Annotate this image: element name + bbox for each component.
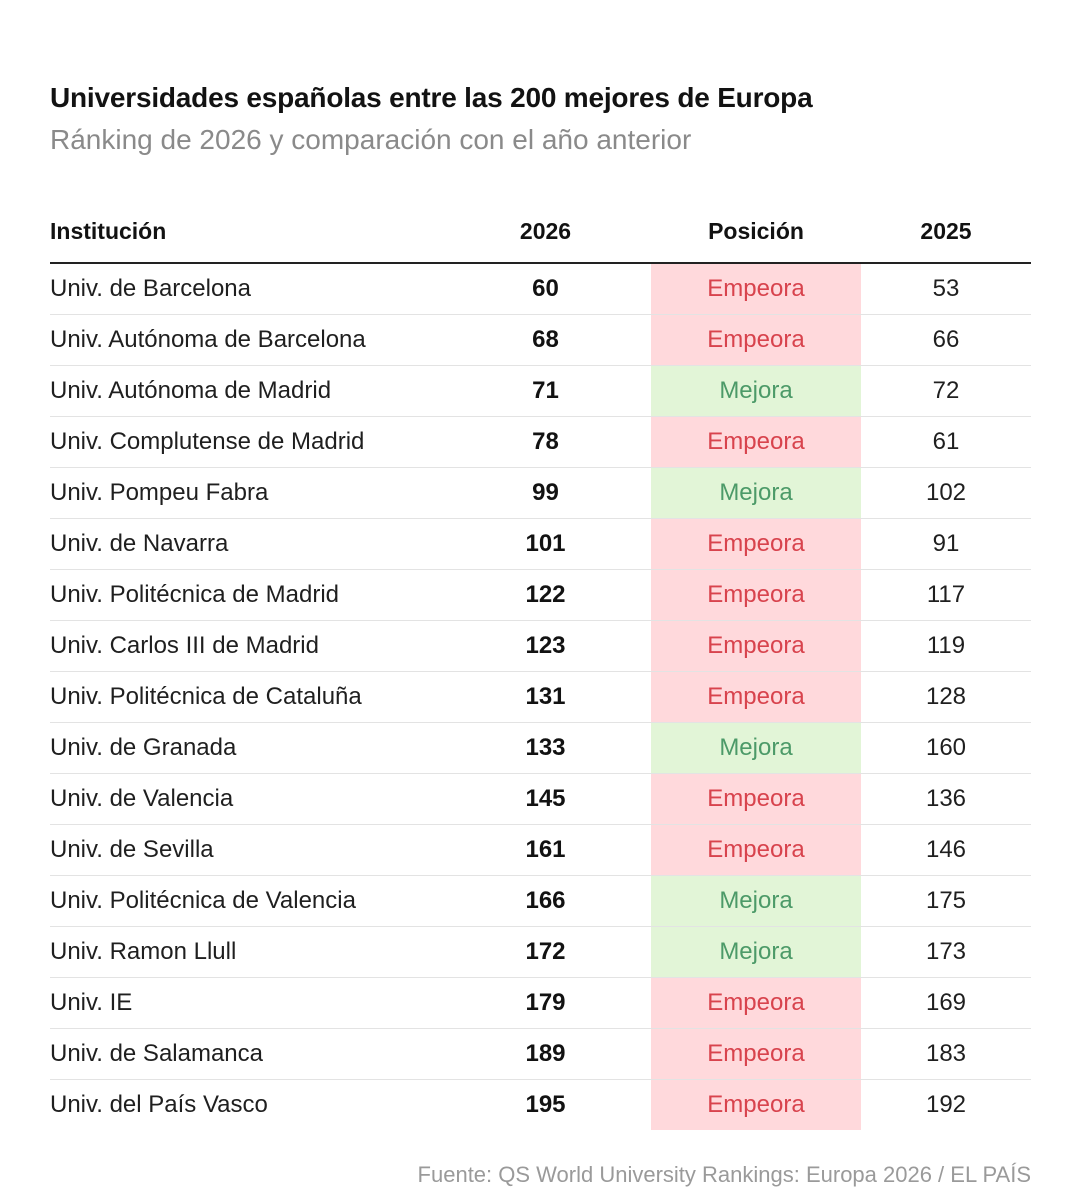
position-cell: Empeora bbox=[651, 824, 861, 876]
position-cell: Mejora bbox=[651, 875, 861, 927]
table-row: Univ. Politécnica de Cataluña 131 Empeora 1… bbox=[50, 671, 1031, 723]
column-header-2025: 2025 bbox=[861, 200, 1031, 264]
institution-cell: Univ. de Salamanca bbox=[50, 1028, 440, 1080]
rank-2026-cell: 60 bbox=[440, 263, 651, 315]
position-cell: Empeora bbox=[651, 416, 861, 468]
ranking-table: Institución 2026 Posición 2025 Univ. de … bbox=[50, 200, 1031, 1130]
position-cell: Empeora bbox=[651, 620, 861, 672]
rank-2025-cell: 183 bbox=[861, 1028, 1031, 1080]
institution-cell: Univ. de Barcelona bbox=[50, 263, 440, 315]
rank-2025-cell: 192 bbox=[925, 1091, 967, 1118]
rank-2026-cell: 78 bbox=[440, 416, 651, 468]
institution-cell: Univ. de Granada bbox=[50, 722, 440, 774]
institution-cell: Univ. de Sevilla bbox=[50, 824, 440, 876]
table-row: Univ. de Navarra 101 Empeora 91 bbox=[50, 518, 1031, 570]
source-note: Fuente: QS World University Rankings: Eu… bbox=[417, 1162, 1031, 1187]
position-cell: Empeora bbox=[651, 263, 861, 315]
rank-2026-cell: 166 bbox=[440, 875, 651, 927]
table-row: Univ. de Salamanca 189 Empeora 183 bbox=[50, 1028, 1031, 1080]
institution-cell: Univ. Autónoma de Madrid bbox=[50, 365, 440, 417]
rank-2025-cell: 146 bbox=[861, 824, 1031, 876]
rank-2026-cell: 189 bbox=[440, 1028, 651, 1080]
position-cell: Mejora bbox=[651, 365, 861, 417]
rank-2026-cell: 161 bbox=[440, 824, 651, 876]
column-header-institution: Institución bbox=[50, 200, 440, 264]
rank-2025-cell: 175 bbox=[861, 875, 1031, 927]
rank-2026-cell: 101 bbox=[440, 518, 651, 570]
table-row: Univ. de Barcelona 60 Empeora 53 bbox=[50, 263, 1031, 315]
table-row: Univ. Complutense de Madrid 78 Empeora 61 bbox=[50, 416, 1031, 468]
rank-2026-cell: 195 bbox=[525, 1091, 566, 1118]
institution-cell: Univ. Autónoma de Barcelona bbox=[50, 314, 440, 366]
table-header-row: Institución 2026 Posición 2025 bbox=[50, 200, 1031, 264]
rank-2025-cell: 117 bbox=[861, 569, 1031, 621]
rank-2025-cell: 72 bbox=[861, 365, 1031, 417]
position-cell: Empeora bbox=[651, 569, 861, 621]
institution-cell: Univ. de Valencia bbox=[50, 773, 440, 825]
table-row: Univ. IE 179 Empeora 169 bbox=[50, 977, 1031, 1029]
table-row: Univ. Carlos III de Madrid 123 Empeora 119 bbox=[50, 620, 1031, 672]
position-cell: Empeora bbox=[651, 977, 861, 1029]
position-cell: Mejora bbox=[651, 926, 861, 978]
table-row: Univ. de Valencia 145 Empeora 136 bbox=[50, 773, 1031, 825]
table-row: Univ. de Sevilla 161 Empeora 146 bbox=[50, 824, 1031, 876]
institution-cell: Univ. Politécnica de Valencia bbox=[50, 875, 440, 927]
position-cell: Empeora bbox=[651, 518, 861, 570]
position-cell: Empeora bbox=[651, 671, 861, 723]
institution-cell: Univ. Carlos III de Madrid bbox=[50, 620, 440, 672]
rank-2025-cell: 169 bbox=[861, 977, 1031, 1029]
rank-2025-cell: 102 bbox=[861, 467, 1031, 519]
rank-2026-cell: 122 bbox=[440, 569, 651, 621]
table-row: Univ. Autónoma de Barcelona 68 Empeora 66 bbox=[50, 314, 1031, 366]
table-row: Univ. de Granada 133 Mejora 160 bbox=[50, 722, 1031, 774]
rank-2025-cell: 66 bbox=[861, 314, 1031, 366]
table-row: Univ. Politécnica de Valencia 166 Mejora 17… bbox=[50, 875, 1031, 927]
rank-2025-cell: 160 bbox=[861, 722, 1031, 774]
rank-2025-cell: 91 bbox=[861, 518, 1031, 570]
table-row: Univ. del País Vasco 195 Empeora 192 bbox=[50, 1079, 1031, 1130]
position-cell: Empeora bbox=[651, 1079, 861, 1130]
rank-2026-cell: 145 bbox=[440, 773, 651, 825]
institution-cell: Univ. Politécnica de Cataluña bbox=[50, 671, 440, 723]
institution-cell: Univ. Politécnica de Madrid bbox=[50, 569, 440, 621]
position-cell: Empeora bbox=[651, 314, 861, 366]
position-cell: Mejora bbox=[651, 467, 861, 519]
column-header-position: Posición bbox=[651, 200, 861, 264]
institution-cell: Univ. del País Vasco bbox=[50, 1091, 268, 1118]
table-row: Univ. Pompeu Fabra 99 Mejora 102 bbox=[50, 467, 1031, 519]
rank-2026-cell: 99 bbox=[440, 467, 651, 519]
rank-2025-cell: 53 bbox=[861, 263, 1031, 315]
institution-cell: Univ. de Navarra bbox=[50, 518, 440, 570]
position-cell: Empeora bbox=[651, 1028, 861, 1080]
rank-2025-cell: 128 bbox=[861, 671, 1031, 723]
rank-2025-cell: 136 bbox=[861, 773, 1031, 825]
chart-subtitle: Ránking de 2026 y comparación con el año… bbox=[50, 124, 692, 155]
table-row: Univ. Ramon Llull 172 Mejora 173 bbox=[50, 926, 1031, 978]
rank-2025-cell: 173 bbox=[861, 926, 1031, 978]
institution-cell: Univ. Pompeu Fabra bbox=[50, 467, 440, 519]
rank-2025-cell: 61 bbox=[861, 416, 1031, 468]
table-row: Univ. Autónoma de Madrid 71 Mejora 72 bbox=[50, 365, 1031, 417]
rank-2026-cell: 179 bbox=[440, 977, 651, 1029]
rank-2025-cell: 119 bbox=[861, 620, 1031, 672]
rank-2026-cell: 68 bbox=[440, 314, 651, 366]
institution-cell: Univ. Ramon Llull bbox=[50, 926, 440, 978]
rank-2026-cell: 133 bbox=[440, 722, 651, 774]
table-row: Univ. Politécnica de Madrid 122 Empeora 117 bbox=[50, 569, 1031, 621]
rank-2026-cell: 71 bbox=[440, 365, 651, 417]
ranking-table-container: Institución 2026 Posición 2025 Univ. de … bbox=[50, 200, 1031, 1130]
column-header-2026: 2026 bbox=[440, 200, 651, 264]
institution-cell: Univ. Complutense de Madrid bbox=[50, 416, 440, 468]
position-cell: Mejora bbox=[651, 722, 861, 774]
rank-2026-cell: 123 bbox=[440, 620, 651, 672]
institution-cell: Univ. IE bbox=[50, 977, 440, 1029]
position-cell: Empeora bbox=[651, 773, 861, 825]
table-body: Univ. de Barcelona 60 Empeora 53 Univ. Autón… bbox=[50, 263, 1031, 1130]
rank-2026-cell: 131 bbox=[440, 671, 651, 723]
rank-2026-cell: 172 bbox=[440, 926, 651, 978]
chart-title: Universidades españolas entre las 200 me… bbox=[50, 82, 813, 113]
